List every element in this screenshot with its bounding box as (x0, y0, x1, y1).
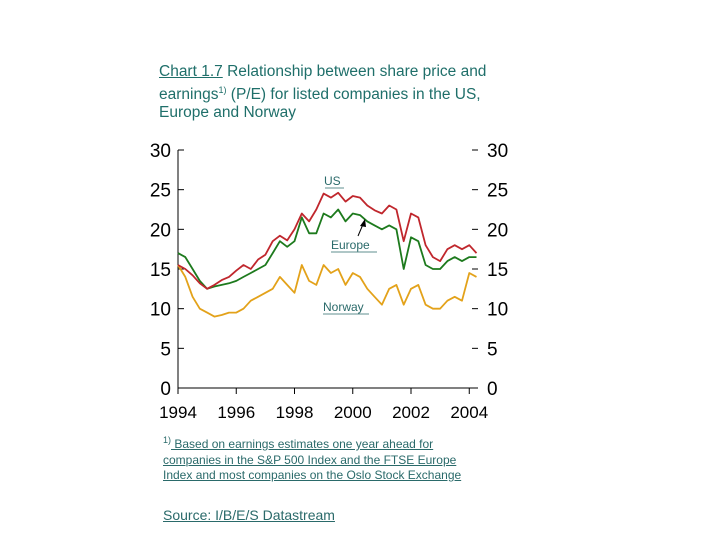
y-tick-label-right: 20 (487, 220, 508, 241)
y-tick-label-left: 25 (150, 181, 171, 202)
title-text-a: Relationship between share price and ear… (159, 63, 487, 104)
chart-axes: 0 0 5 5 10 10 15 15 20 20 25 25 30 30 1994 1996 1998 2000… (150, 141, 508, 422)
y-tick-label-right: 15 (487, 260, 508, 281)
series-label-norway: Norway (323, 300, 364, 314)
footnote-mark: 1) (163, 435, 172, 445)
chart-series-labels: US Europe Norway (323, 174, 377, 315)
chart-number: Chart 1.7 (159, 63, 223, 80)
x-tick-label: 2002 (392, 403, 430, 422)
y-tick-label-right: 5 (487, 339, 498, 360)
footnote: 1) Based on earnings estimates one year … (163, 433, 483, 484)
y-tick-label-right: 30 (487, 141, 508, 162)
x-tick-label: 1998 (276, 403, 314, 422)
source-note: Source: I/B/E/S Datastream (163, 507, 335, 523)
europe-pointer-arrowhead (360, 219, 366, 227)
y-tick-label-left: 15 (150, 260, 171, 281)
series-line-norway (177, 264, 477, 318)
y-tick-label-left: 30 (150, 141, 171, 162)
y-tick-label-right: 10 (487, 300, 508, 321)
x-tick-label: 2000 (334, 403, 372, 422)
title-footnote-mark: 1) (218, 85, 227, 95)
x-tick-label: 2004 (450, 403, 488, 422)
y-tick-label-right: 0 (487, 379, 498, 400)
series-label-us: US (324, 174, 341, 188)
y-tick-label-left: 5 (160, 339, 171, 360)
y-tick-label-right: 25 (487, 181, 508, 202)
series-label-europe: Europe (331, 238, 370, 252)
y-tick-label-left: 10 (150, 300, 171, 321)
x-tick-label: 1996 (217, 403, 255, 422)
series-line-us (177, 191, 478, 290)
series-line-europe (177, 208, 477, 290)
chart-lines (177, 191, 478, 318)
y-tick-label-left: 0 (160, 379, 171, 400)
y-tick-label-left: 20 (150, 220, 171, 241)
title-text-b: (P/E) for listed companies in the US, Eu… (159, 86, 481, 122)
footnote-text: Based on earnings estimates one year ahe… (163, 437, 462, 482)
x-tick-label: 1994 (159, 403, 197, 422)
chart-title: Chart 1.7 Relationship between share pri… (159, 63, 529, 122)
